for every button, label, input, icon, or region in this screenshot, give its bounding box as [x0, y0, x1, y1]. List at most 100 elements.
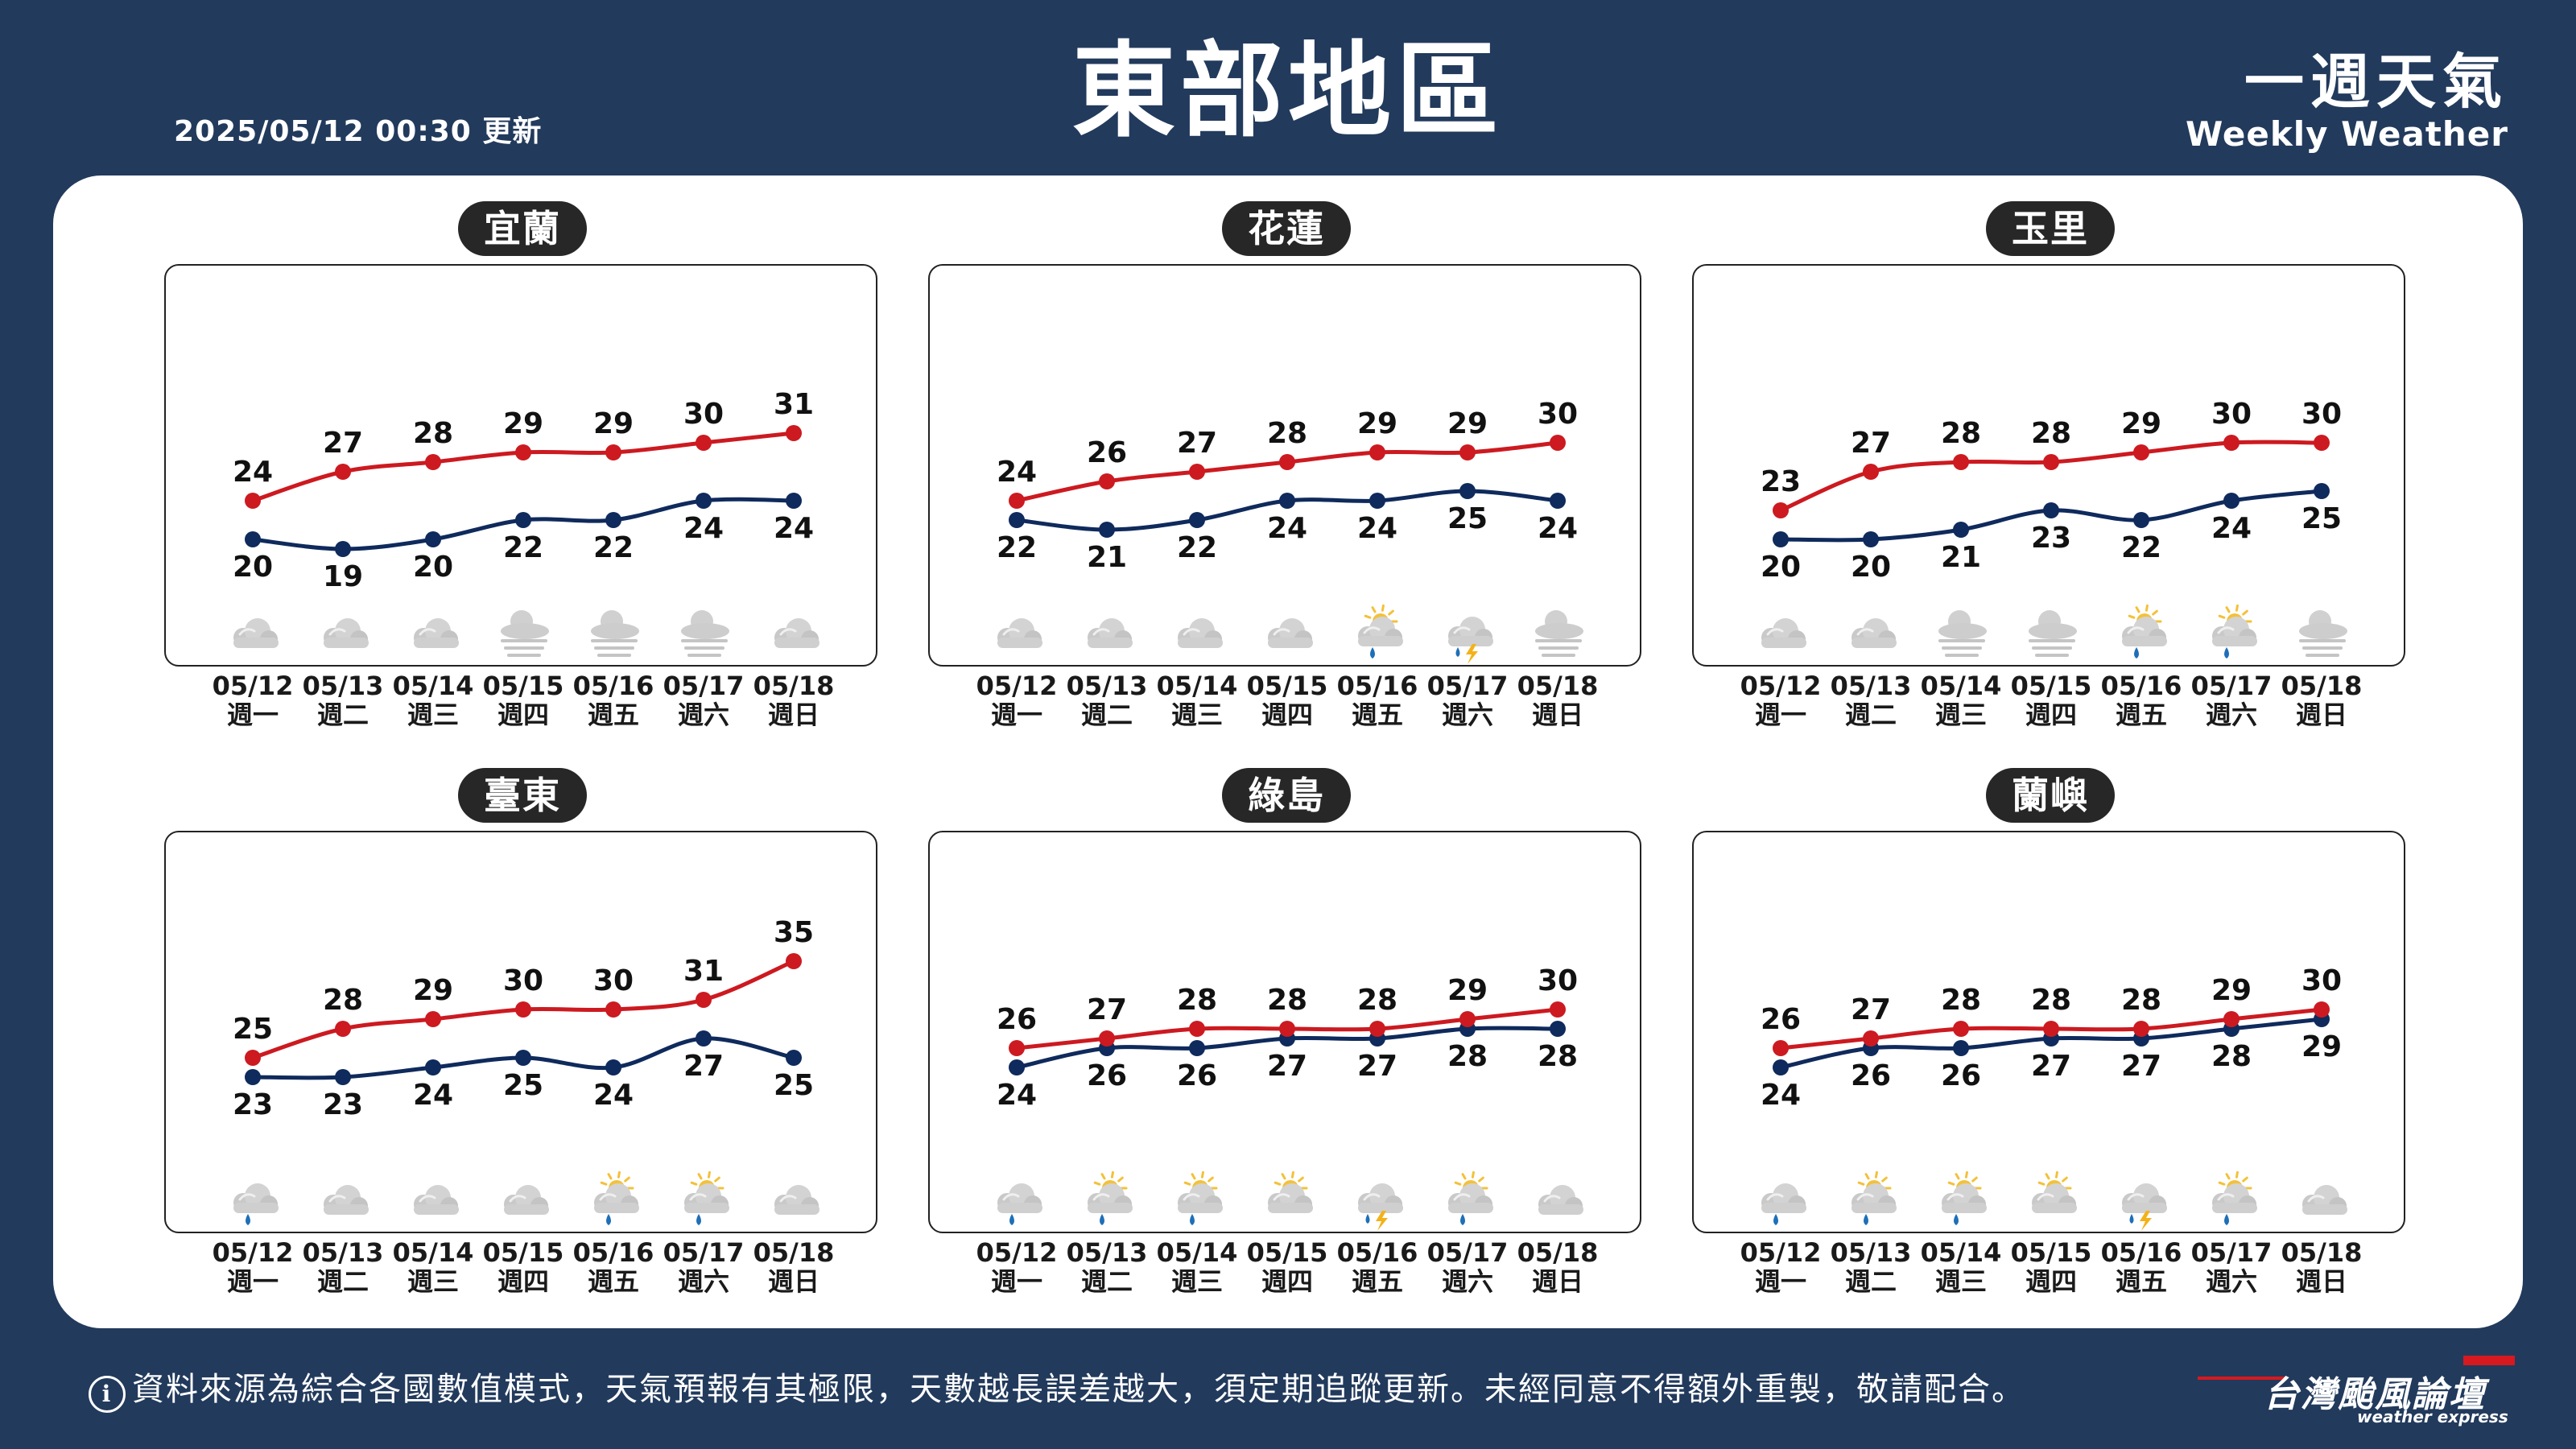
low-temp-label: 28 [1538, 1040, 1578, 1073]
low-temp-series: 22 21 22 24 24 25 24 [997, 483, 1578, 574]
high-temp-label: 30 [2301, 964, 2342, 997]
low-temp-label: 24 [997, 1079, 1037, 1112]
cloud-base [594, 1203, 639, 1213]
cloud-highlight [2307, 1195, 2325, 1203]
low-temp-series: 20 19 20 22 22 24 24 [233, 493, 814, 593]
high-temp-label: 28 [1177, 984, 1217, 1017]
cloud-base [501, 623, 549, 639]
cloud-base [1268, 638, 1313, 648]
day-date: 05/12 [212, 1237, 294, 1268]
day-label: 05/16 週五 [2096, 671, 2186, 729]
cloud-highlight [1766, 628, 1784, 636]
sun-ray [1191, 1173, 1196, 1180]
high-temp-point [1369, 1021, 1385, 1037]
cloud-highlight [1543, 1195, 1561, 1203]
high-temp-label: 29 [1357, 407, 1397, 440]
cloud-shape [1448, 1183, 1493, 1213]
cloud-base [2029, 623, 2077, 639]
cloud-base [233, 638, 279, 648]
low-temp-point [786, 493, 802, 509]
high-temp-point [1953, 454, 1969, 470]
sun-ray [2062, 1176, 2068, 1183]
cloudy-icon [1178, 618, 1223, 648]
low-temp-label: 24 [2211, 512, 2252, 545]
high-temp-point [1369, 444, 1385, 460]
day-weekday: 週日 [1531, 700, 1583, 730]
high-temp-point [1459, 1011, 1476, 1027]
lightning-bolt [1466, 644, 1478, 664]
footer-disclaimer: i 資料來源為綜合各國數值模式，天氣預報有其極限，天數越長誤差越大，須定期追蹤更新… [89, 1363, 2025, 1413]
sun-ray [2225, 1173, 2231, 1180]
sun-ray [1281, 1173, 1286, 1180]
cloud-shape [1852, 618, 1897, 648]
day-label: 05/17 週六 [658, 1238, 749, 1296]
day-label: 05/12 週一 [208, 1238, 298, 1296]
day-date: 05/15 [2010, 671, 2092, 701]
city-forecast: 宜蘭 20 19 20 22 22 24 24 24 27 28 29 29 30 31 05/12 週一 05/… [164, 182, 881, 737]
sun-ray [2135, 606, 2140, 613]
sun-ray [2152, 609, 2158, 616]
cloudy-icon [414, 618, 459, 648]
day-weekday: 週日 [2295, 1266, 2347, 1297]
cloud-base [1178, 1203, 1223, 1213]
sun-ray [607, 1173, 613, 1180]
day-label: 05/12 週一 [208, 671, 298, 729]
high-temp-point [425, 454, 441, 470]
high-temp-point [1773, 502, 1789, 518]
rain-drop [1365, 1214, 1370, 1224]
day-weekday: 週五 [2115, 700, 2167, 730]
day-date: 05/13 [302, 671, 384, 701]
day-weekday: 週四 [1261, 700, 1313, 730]
high-temp-point [605, 1001, 621, 1018]
low-temp-label: 22 [2121, 531, 2161, 564]
day-weekday: 週二 [1080, 700, 1133, 730]
day-label: 05/13 週二 [1826, 1238, 1916, 1296]
high-temp-point [2223, 435, 2240, 451]
day-weekday: 週四 [1261, 1266, 1313, 1297]
day-weekday: 週四 [2025, 1266, 2077, 1297]
sun-ray [1200, 1170, 1204, 1179]
day-date: 05/16 [1336, 671, 1418, 701]
high-temp-label: 30 [683, 398, 724, 431]
day-weekday: 週日 [767, 700, 819, 730]
day-date: 05/17 [2190, 671, 2273, 701]
logo-text-cn: 台灣颱風論壇 [2264, 1374, 2486, 1415]
day-date: 05/13 [1830, 1237, 1912, 1268]
cloud-highlight [238, 628, 256, 636]
high-temp-point [1550, 1001, 1566, 1018]
lightning-bolt [2140, 1211, 2152, 1231]
high-temp-label: 30 [1538, 398, 1578, 431]
low-temp-label: 26 [1177, 1059, 1217, 1092]
cloud-highlight [2217, 626, 2235, 634]
weather-icons [997, 604, 1583, 664]
day-weekday: 週六 [1441, 700, 1493, 730]
sun-cloud-icon [1268, 1170, 1313, 1213]
sun-ray [1364, 614, 1372, 619]
day-weekday: 週二 [1080, 1266, 1133, 1297]
sun-ray [707, 1170, 711, 1179]
day-date: 05/18 [753, 1237, 835, 1268]
weather-icons [997, 1170, 1583, 1231]
cloud-base [2122, 1203, 2167, 1213]
low-temp-label: 19 [323, 560, 363, 593]
day-weekday: 週一 [1754, 1266, 1806, 1297]
low-temp-label: 24 [1357, 512, 1397, 545]
day-weekday: 週二 [1844, 700, 1897, 730]
sun-cloud-rain-icon [1942, 1170, 1987, 1225]
cloud-base [591, 623, 639, 639]
cloud-shape [594, 1183, 639, 1213]
low-temp-point [1863, 531, 1879, 547]
cloud-base [1088, 638, 1133, 648]
low-temp-series: 23 23 24 25 24 27 25 [233, 1030, 814, 1121]
high-temp-series: 25 28 29 30 30 31 35 [233, 916, 814, 1066]
cloud-shape [1852, 1183, 1897, 1213]
day-weekday: 週六 [2205, 700, 2257, 730]
temperature-chart: 20 19 20 22 22 24 24 24 27 28 29 29 30 31 [164, 264, 877, 667]
cloud-base [1178, 638, 1223, 648]
disclaimer-text: 資料來源為綜合各國數值模式，天氣預報有其極限，天數越長誤差越大，須定期追蹤更新。… [132, 1371, 2025, 1408]
temperature-chart-svg: 23 23 24 25 24 27 25 25 28 29 30 30 31 35 [233, 916, 819, 1225]
city-name: 蘭嶼 [1986, 768, 2115, 823]
day-date: 05/15 [1246, 1237, 1328, 1268]
low-temp-point [245, 531, 261, 547]
day-label: 05/13 週二 [1062, 671, 1152, 729]
